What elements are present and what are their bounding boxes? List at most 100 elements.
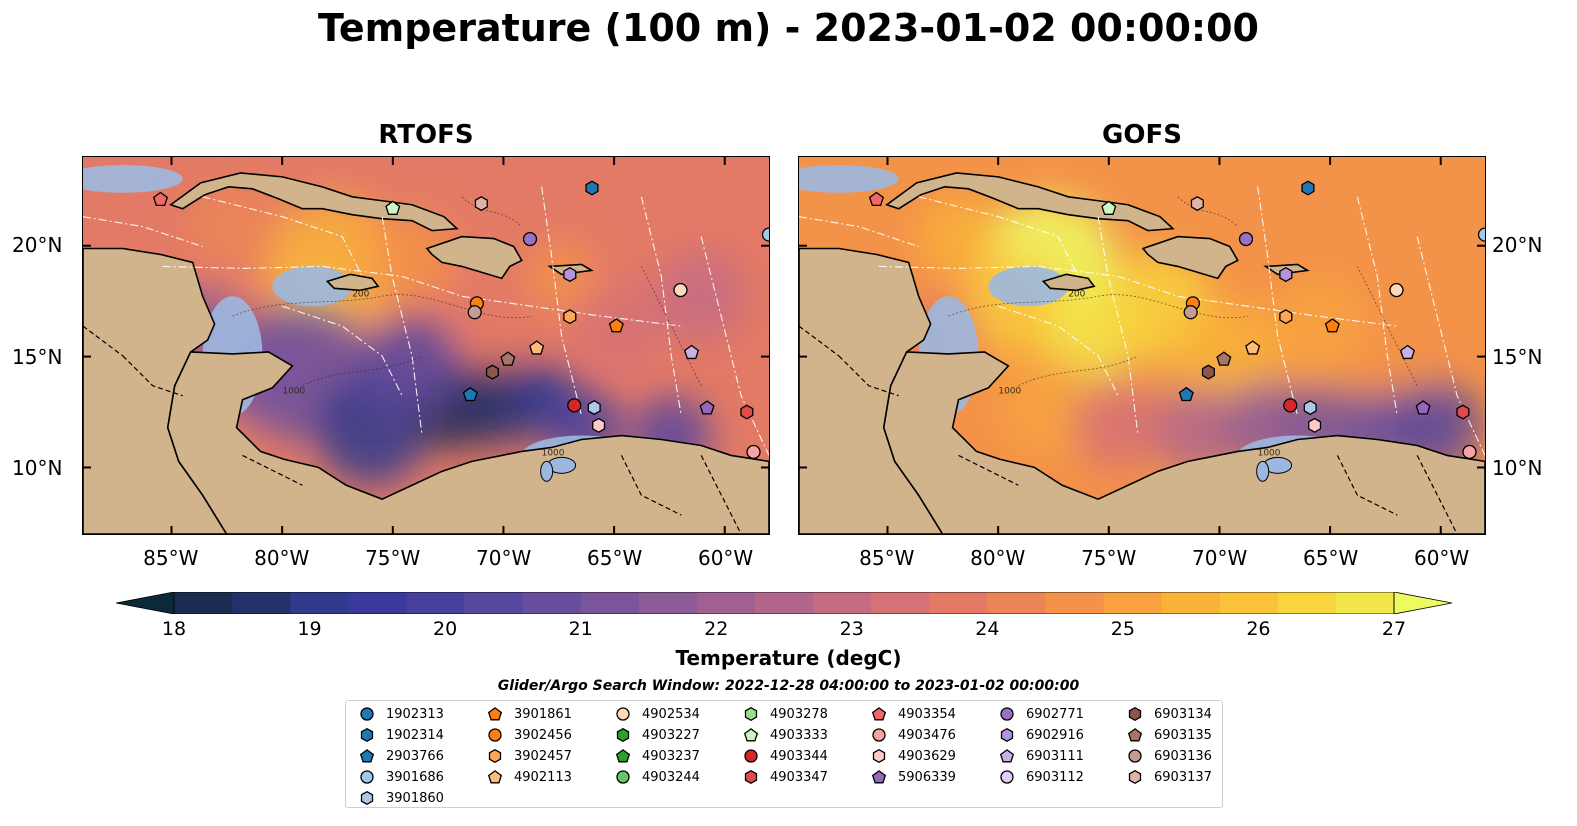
legend-item: 1902314 — [358, 725, 444, 745]
circle-marker-icon — [360, 770, 374, 784]
colorbar-tick-label: 24 — [975, 618, 1000, 640]
float-marker-4903344 — [567, 398, 582, 413]
colorbar-segment — [1219, 592, 1279, 614]
legend-item-label: 4903344 — [770, 748, 828, 764]
float-marker-3901860 — [1303, 400, 1317, 416]
colorbar-tick-label: 27 — [1381, 618, 1407, 640]
legend-item: 5906339 — [870, 767, 956, 787]
colorbar-segment — [987, 592, 1046, 614]
float-marker-2903766 — [1178, 386, 1194, 402]
colorbar-tick-label: 22 — [704, 618, 729, 640]
lon-tick-label: 70°W — [1192, 546, 1248, 570]
legend-item-label: 6903137 — [1154, 769, 1212, 785]
colorbar — [115, 591, 1453, 615]
legend-item: 4902534 — [614, 704, 700, 724]
legend-item: 6903111 — [998, 746, 1084, 766]
eez-boundary — [1257, 186, 1299, 416]
legend-marker — [616, 727, 630, 743]
float-marker-4903333 — [1101, 200, 1117, 215]
legend-item: 2903766 — [358, 746, 444, 766]
legend-item-label: 3902457 — [514, 748, 572, 764]
lon-tick-label: 70°W — [476, 546, 532, 570]
legend-marker — [360, 770, 374, 784]
shelf-shallow-water — [272, 266, 353, 307]
circle-marker-icon — [872, 728, 886, 742]
legend-item-label: 6903136 — [1154, 748, 1212, 764]
national-border — [799, 325, 840, 357]
colorbar-segment — [1161, 592, 1221, 614]
colorbar-extend-max — [1393, 591, 1453, 615]
lat-tick-label-right: 15°N — [1492, 344, 1543, 369]
legend-item-label: 3901860 — [386, 790, 444, 806]
lon-tick-label: 60°W — [1413, 546, 1470, 570]
hexagon-marker-icon — [488, 748, 502, 764]
land-centralAm — [882, 351, 1485, 534]
legend-item-label: 3901686 — [386, 769, 444, 785]
temperature-patch — [362, 316, 462, 416]
float-marker-6902916 — [1279, 266, 1293, 283]
pentagon-marker-icon — [999, 749, 1015, 763]
float-marker-6902771 — [522, 231, 538, 247]
legend-item: 4903333 — [742, 725, 828, 745]
float-marker-3901686 — [761, 227, 769, 242]
colorbar-segment — [348, 592, 407, 614]
lon-tick-label: 60°W — [697, 546, 754, 570]
legend-marker — [488, 728, 502, 742]
float-marker-5906339 — [1415, 400, 1431, 415]
national-border — [700, 455, 742, 534]
legend-item-label: 4903476 — [898, 727, 956, 743]
legend-item-label: 4903237 — [642, 748, 700, 764]
legend-marker — [871, 707, 887, 721]
hexagon-marker-icon — [1128, 769, 1142, 785]
eez-boundary — [162, 265, 682, 327]
legend-marker — [1128, 749, 1142, 763]
colorbar-tick-label: 20 — [433, 618, 458, 640]
colorbar-tick-label: 18 — [161, 618, 187, 640]
legend-item-label: 6903111 — [1026, 748, 1084, 764]
float-marker-2903766 — [462, 386, 478, 402]
national-border — [620, 455, 682, 516]
pentagon-marker-icon — [359, 749, 375, 763]
colorbar-label: Temperature (degC) — [675, 646, 902, 670]
temperature-patch — [656, 251, 747, 342]
legend-item: 4902113 — [486, 767, 572, 787]
land-cuba — [885, 172, 1175, 232]
legend-item-label: 4903333 — [770, 727, 828, 743]
temperature-patch — [998, 355, 1099, 456]
legend-marker — [1000, 727, 1014, 743]
temperature-patch — [1152, 385, 1243, 476]
temperature-patch — [1073, 380, 1163, 471]
colorbar-segment — [871, 592, 930, 614]
float-marker-4903476 — [1462, 444, 1477, 460]
circle-marker-icon — [1128, 749, 1142, 763]
colorbar-segment — [580, 592, 640, 614]
float-marker-6902916 — [563, 266, 577, 283]
lat-tick-label-left: 10°N — [12, 456, 63, 481]
legend-marker — [744, 769, 758, 785]
legend-marker — [360, 707, 374, 721]
legend-marker — [616, 707, 630, 721]
bathymetry-contour — [1018, 355, 1139, 387]
national-border — [838, 355, 899, 397]
legend-item: 6903137 — [1126, 767, 1212, 787]
legend-item: 4903344 — [742, 746, 828, 766]
legend-item: 4903354 — [870, 704, 956, 724]
legend-item: 4903227 — [614, 725, 700, 745]
legend-item-label: 2903766 — [386, 748, 444, 764]
hexagon-marker-icon — [360, 727, 374, 743]
lake — [1256, 460, 1270, 482]
legend-item: 3901686 — [358, 767, 444, 787]
colorbar-segment — [464, 592, 524, 614]
legend-item-label: 6903112 — [1026, 769, 1084, 785]
colorbar-segment — [1103, 592, 1163, 614]
float-marker-1902314 — [585, 180, 599, 196]
float-marker-3901860 — [587, 400, 601, 416]
land-hispaniola — [1141, 235, 1239, 280]
land-jamaica — [325, 273, 380, 292]
land-hispaniola — [425, 235, 523, 280]
hexagon-marker-icon — [616, 727, 630, 743]
colorbar-segment — [929, 592, 988, 614]
pentagon-marker-icon — [871, 770, 887, 784]
legend-item: 6903134 — [1126, 704, 1212, 724]
circle-marker-icon — [616, 707, 630, 721]
